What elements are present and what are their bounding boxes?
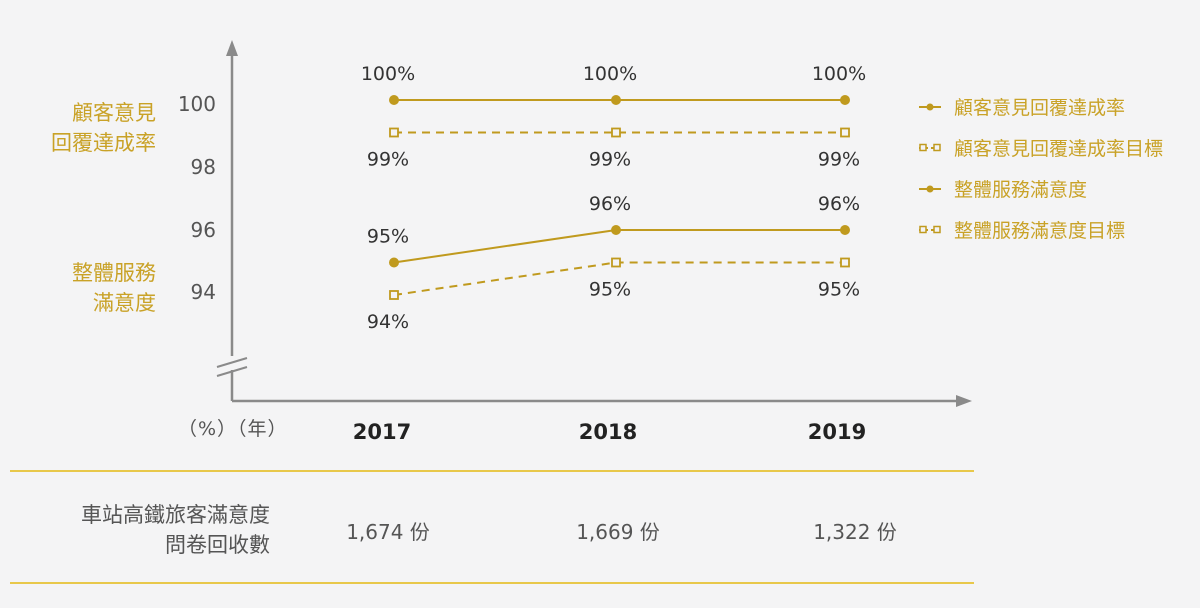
y-tick-label: 96 xyxy=(191,218,216,242)
data-point xyxy=(611,257,621,268)
data-point xyxy=(611,95,621,105)
dashed-line-square-icon xyxy=(919,143,941,151)
data-point xyxy=(389,290,399,300)
table-bottom-rule xyxy=(10,582,974,584)
data-label: 100% xyxy=(812,63,866,85)
data-label: 99% xyxy=(818,149,860,171)
data-label: 94% xyxy=(367,311,409,333)
legend-item-reply-rate: 顧客意見回覆達成率 xyxy=(918,86,1163,127)
data-label: 96% xyxy=(818,193,860,215)
data-point xyxy=(611,127,621,138)
y-axis-arrow-icon xyxy=(226,40,238,56)
y-axis-title-bottom-line-1: 整體服務 xyxy=(72,261,156,285)
table-value-2019: 1,322 份 xyxy=(813,520,897,544)
table-value-2018: 1,669 份 xyxy=(576,520,660,544)
data-label: 95% xyxy=(818,279,860,301)
data-label: 100% xyxy=(361,63,415,85)
data-point xyxy=(840,95,850,105)
y-axis-title-top-line-1: 顧客意見 xyxy=(72,101,156,125)
legend-item-satisfaction-target: 整體服務滿意度目標 xyxy=(918,209,1163,250)
data-label: 96% xyxy=(589,193,631,215)
data-point xyxy=(840,127,850,138)
y-tick-label: 94 xyxy=(191,280,216,304)
data-point xyxy=(840,225,850,235)
y-axis-title-bottom-line-2: 滿意度 xyxy=(93,291,156,315)
data-label: 100% xyxy=(583,63,637,85)
data-point xyxy=(840,257,850,268)
table-value-2017: 1,674 份 xyxy=(346,520,430,544)
data-point xyxy=(389,257,399,268)
solid-line-circle-icon xyxy=(919,185,941,192)
table-row-label-line-2: 問卷回收數 xyxy=(165,533,270,557)
legend-item-satisfaction: 整體服務滿意度 xyxy=(918,168,1163,209)
data-point xyxy=(389,95,399,105)
table-top-rule xyxy=(10,470,974,472)
y-axis-title-bottom: 整體服務 滿意度 xyxy=(20,258,156,318)
data-label: 99% xyxy=(367,149,409,171)
data-label: 95% xyxy=(367,226,409,248)
legend-label: 顧客意見回覆達成率 xyxy=(954,97,1126,119)
data-label: 99% xyxy=(589,149,631,171)
legend-label: 整體服務滿意度目標 xyxy=(954,220,1126,242)
solid-line-circle-icon xyxy=(919,103,941,110)
legend-label: 顧客意見回覆達成率目標 xyxy=(954,138,1164,160)
y-tick-label: 98 xyxy=(191,155,216,179)
y-axis-title-top: 顧客意見 回覆達成率 xyxy=(20,98,156,158)
table-row-label-line-1: 車站高鐵旅客滿意度 xyxy=(81,503,270,527)
axis-break-mark xyxy=(216,366,248,377)
legend-item-reply-rate-target: 顧客意見回覆達成率目標 xyxy=(918,127,1163,168)
line-chart: 100 98 96 94 2017 2018 2019 100% 100% 100% 99% 99% 9… xyxy=(178,40,972,444)
legend: 顧客意見回覆達成率 顧客意見回覆達成率目標 整體服務滿意度 整體服務滿意度目 xyxy=(918,86,1163,250)
data-point xyxy=(611,225,621,235)
y-tick-label: 100 xyxy=(178,92,216,116)
x-axis-arrow-icon xyxy=(956,395,972,407)
data-label: 95% xyxy=(589,279,631,301)
x-tick-label: 2019 xyxy=(808,420,866,444)
legend-label: 整體服務滿意度 xyxy=(954,179,1088,201)
table-row-label: 車站高鐵旅客滿意度 問卷回收數 xyxy=(30,500,270,560)
axis-break-mark xyxy=(216,357,248,368)
dashed-line-square-icon xyxy=(919,225,941,233)
x-tick-label: 2018 xyxy=(579,420,637,444)
y-axis-title-top-line-2: 回覆達成率 xyxy=(51,131,156,155)
x-tick-label: 2017 xyxy=(353,420,411,444)
unit-label: （%）（年） xyxy=(178,418,288,440)
data-point xyxy=(389,127,399,138)
